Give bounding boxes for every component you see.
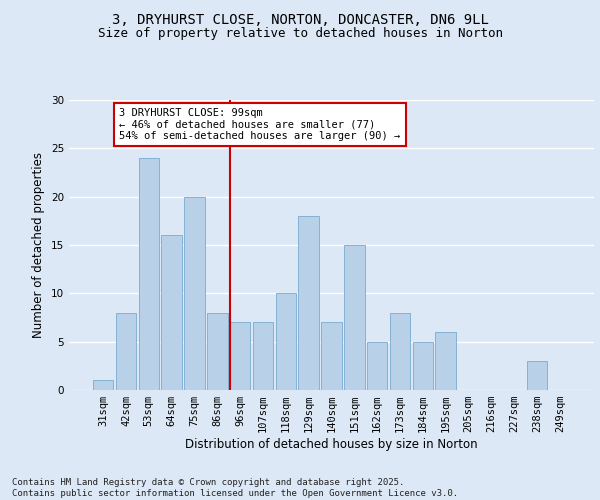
Bar	[367, 342, 388, 390]
Bar	[390, 312, 410, 390]
Text: Contains HM Land Registry data © Crown copyright and database right 2025.
Contai: Contains HM Land Registry data © Crown c…	[12, 478, 458, 498]
Bar	[230, 322, 250, 390]
Text: 3 DRYHURST CLOSE: 99sqm
← 46% of detached houses are smaller (77)
54% of semi-de: 3 DRYHURST CLOSE: 99sqm ← 46% of detache…	[119, 108, 400, 141]
Bar	[116, 312, 136, 390]
X-axis label: Distribution of detached houses by size in Norton: Distribution of detached houses by size …	[185, 438, 478, 451]
Bar	[139, 158, 159, 390]
Text: Size of property relative to detached houses in Norton: Size of property relative to detached ho…	[97, 28, 503, 40]
Bar	[253, 322, 273, 390]
Bar	[298, 216, 319, 390]
Text: 3, DRYHURST CLOSE, NORTON, DONCASTER, DN6 9LL: 3, DRYHURST CLOSE, NORTON, DONCASTER, DN…	[112, 12, 488, 26]
Bar	[93, 380, 113, 390]
Bar	[321, 322, 342, 390]
Bar	[436, 332, 456, 390]
Bar	[344, 245, 365, 390]
Bar	[527, 361, 547, 390]
Bar	[275, 294, 296, 390]
Bar	[413, 342, 433, 390]
Y-axis label: Number of detached properties: Number of detached properties	[32, 152, 46, 338]
Bar	[184, 196, 205, 390]
Bar	[207, 312, 227, 390]
Bar	[161, 236, 182, 390]
